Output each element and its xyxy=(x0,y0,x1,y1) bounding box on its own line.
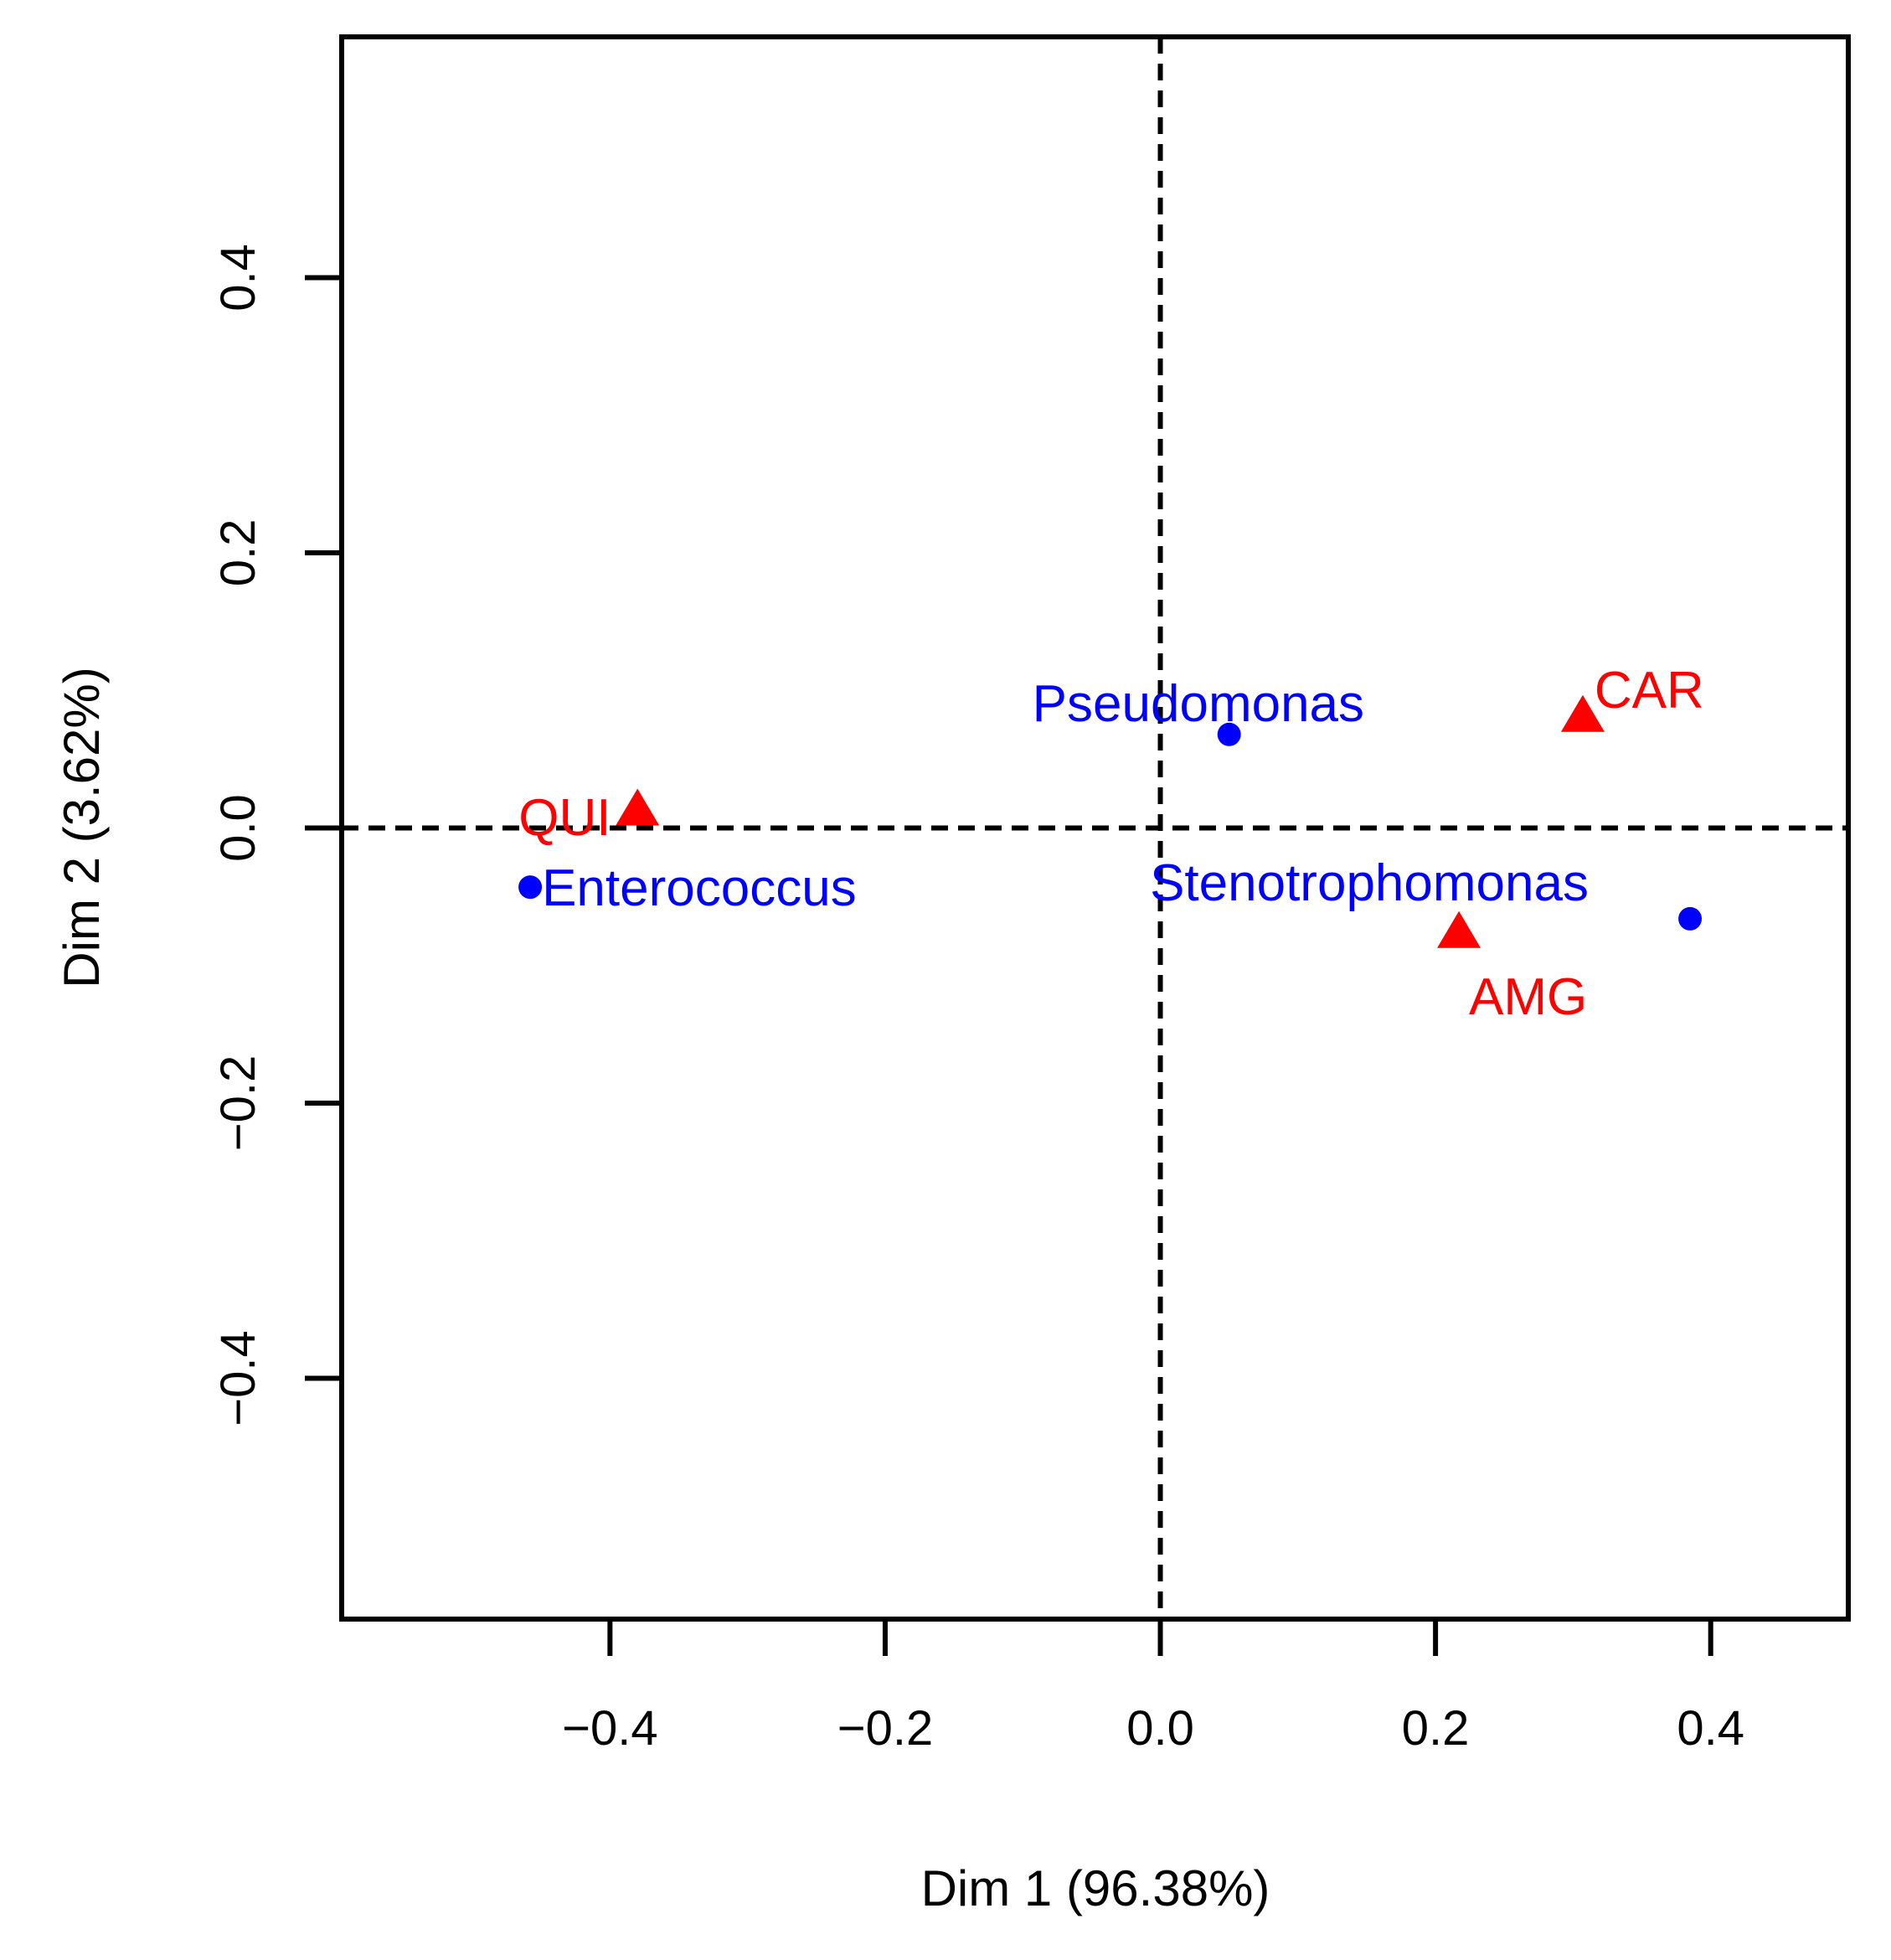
y-tick-label: 0.4 xyxy=(211,244,265,312)
plot-frame xyxy=(339,34,1851,1622)
x-tick-label: 0.0 xyxy=(1126,1701,1194,1756)
pseudomonas-label: Pseudomonas xyxy=(1033,675,1364,733)
amg-label: AMG xyxy=(1469,968,1587,1026)
y-tick-label: 0.0 xyxy=(211,794,265,862)
y-axis: −0.4 −0.2 0.0 0.2 0.4 xyxy=(211,244,342,1426)
pseudomonas-point xyxy=(1217,722,1241,746)
reference-lines xyxy=(342,37,1848,1619)
qui-point xyxy=(616,788,660,826)
stenotrophomonas-point xyxy=(1678,906,1703,931)
x-tick-label: −0.4 xyxy=(562,1701,658,1756)
qui-label: QUI xyxy=(518,789,611,847)
x-tick-label: 0.4 xyxy=(1677,1701,1744,1756)
car-label: CAR xyxy=(1595,662,1704,720)
x-tick-label: −0.2 xyxy=(837,1701,934,1756)
car-point xyxy=(1560,694,1605,732)
y-tick-label: −0.2 xyxy=(211,1055,265,1152)
stenotrophomonas-label: Stenotrophomonas xyxy=(1150,854,1589,912)
x-axis: −0.4 −0.2 0.0 0.2 0.4 xyxy=(562,1619,1744,1756)
y-tick-label: 0.2 xyxy=(211,519,265,587)
amg-point xyxy=(1437,910,1481,948)
enterococcus-label: Enterococcus xyxy=(542,859,857,917)
y-axis-title: Dim 2 (3.62%) xyxy=(54,667,110,988)
x-axis-title: Dim 1 (96.38%) xyxy=(921,1860,1270,1916)
enterococcus-point xyxy=(518,875,543,900)
x-tick-label: 0.2 xyxy=(1402,1701,1470,1756)
y-tick-label: −0.4 xyxy=(211,1330,265,1426)
plot-points: Pseudomonas Enterococcus Stenotrophomonas C… xyxy=(518,662,1704,1026)
